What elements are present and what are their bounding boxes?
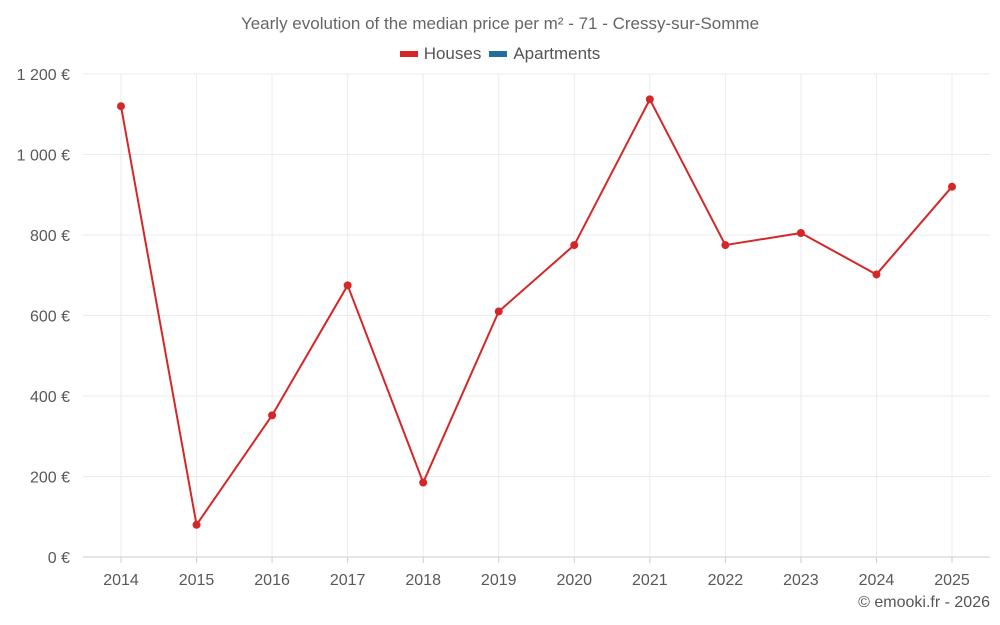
- data-point-houses: [494, 307, 503, 316]
- data-point-houses: [419, 478, 428, 487]
- data-point-houses: [872, 270, 881, 279]
- legend-item-apartments[interactable]: Apartments: [489, 44, 600, 64]
- data-point-houses: [570, 241, 579, 250]
- x-tick-label: 2015: [179, 572, 215, 589]
- x-tick-label: 2022: [708, 572, 744, 589]
- x-tick-label: 2014: [103, 572, 139, 589]
- legend-label-houses: Houses: [423, 44, 482, 63]
- y-tick-label: 400 €: [30, 389, 70, 406]
- x-tick-label: 2018: [405, 572, 441, 589]
- y-tick-label: 600 €: [30, 309, 70, 326]
- chart-title: Yearly evolution of the median price per…: [240, 14, 760, 33]
- series-line-houses: [120, 98, 953, 526]
- legend-swatch-apartments: [489, 51, 508, 57]
- y-tick-label: 800 €: [30, 228, 70, 245]
- data-point-houses: [343, 281, 352, 290]
- x-tick-label: 2016: [254, 572, 290, 589]
- data-point-houses: [117, 102, 125, 111]
- y-tick-label: 200 €: [30, 470, 70, 487]
- legend-item-houses[interactable]: Houses: [399, 44, 482, 64]
- chart-legend: Houses Apartments: [0, 44, 1000, 64]
- y-tick-label: 0 €: [48, 550, 70, 567]
- y-tick-label: 1 200 €: [17, 67, 70, 84]
- x-tick-label: 2024: [859, 572, 895, 589]
- x-tick-label: 2025: [934, 572, 970, 589]
- x-tick-label: 2023: [783, 572, 819, 589]
- data-point-houses: [948, 182, 956, 191]
- legend-label-apartments: Apartments: [513, 44, 601, 63]
- data-point-houses: [268, 411, 277, 420]
- x-tick-label: 2017: [330, 572, 366, 589]
- data-point-houses: [192, 520, 201, 529]
- x-tick-label: 2020: [556, 572, 592, 589]
- legend-swatch-houses: [399, 51, 418, 57]
- x-tick-label: 2019: [481, 572, 517, 589]
- data-point-houses: [645, 95, 654, 104]
- data-point-houses: [721, 241, 730, 250]
- copyright-text: © emooki.fr - 2026: [858, 594, 990, 611]
- x-tick-label: 2021: [632, 572, 668, 589]
- data-point-houses: [796, 228, 805, 237]
- y-tick-label: 1 000 €: [17, 148, 70, 165]
